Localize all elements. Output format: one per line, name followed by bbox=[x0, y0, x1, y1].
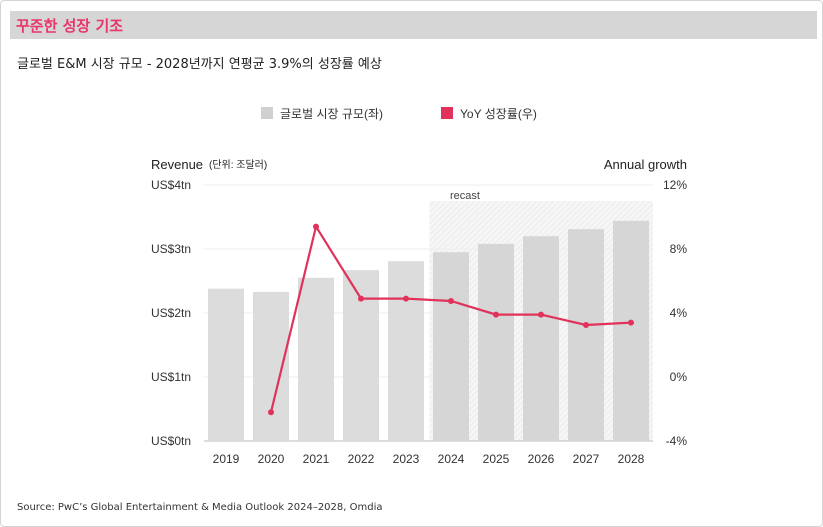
x-tick-label: 2021 bbox=[303, 452, 330, 466]
section-title: 꾸준한 성장 기조 bbox=[16, 17, 124, 35]
revenue-bar bbox=[523, 236, 559, 441]
legend-label-line: YoY 성장률(우) bbox=[460, 107, 537, 121]
x-tick-label: 2022 bbox=[348, 452, 375, 466]
yoy-growth-point bbox=[493, 311, 499, 318]
left-tick-label: US$0tn bbox=[151, 434, 191, 448]
right-tick-label: 0% bbox=[670, 370, 688, 384]
left-tick-label: US$3tn bbox=[151, 242, 191, 256]
revenue-bar bbox=[433, 252, 469, 441]
legend-swatch-line bbox=[441, 107, 453, 119]
left-tick-label: US$2tn bbox=[151, 306, 191, 320]
revenue-bar bbox=[298, 277, 334, 441]
revenue-bar bbox=[388, 261, 424, 441]
revenue-bar bbox=[613, 220, 649, 441]
yoy-growth-point bbox=[313, 223, 319, 230]
legend-swatch-bar bbox=[261, 107, 273, 119]
yoy-growth-point bbox=[583, 322, 589, 328]
x-tick-label: 2026 bbox=[528, 452, 555, 466]
right-tick-label: 12% bbox=[663, 178, 687, 192]
yoy-growth-point bbox=[538, 311, 544, 318]
x-tick-label: 2027 bbox=[573, 452, 600, 466]
right-axis-title: Annual growth bbox=[604, 157, 687, 172]
right-tick-label: -4% bbox=[666, 434, 688, 448]
left-axis-title: Revenue bbox=[151, 157, 203, 172]
left-tick-label: US$1tn bbox=[151, 370, 191, 384]
right-tick-label: 4% bbox=[670, 306, 688, 320]
revenue-bar bbox=[253, 291, 289, 441]
x-tick-label: 2019 bbox=[213, 452, 240, 466]
yoy-growth-point bbox=[448, 298, 454, 304]
x-tick-label: 2020 bbox=[258, 452, 285, 466]
x-tick-label: 2024 bbox=[438, 452, 465, 466]
revenue-bar bbox=[478, 243, 514, 441]
chart-subtitle: 글로벌 E&M 시장 규모 - 2028년까지 연평균 3.9%의 성장률 예상 bbox=[17, 57, 382, 72]
combo-chart: US$0tn -4% US$1tn 0% US$2tn 4% US$3tn 8% US$4tn 1… bbox=[151, 107, 688, 466]
section-banner: 꾸준한 성장 기조 bbox=[10, 11, 817, 39]
legend: 글로벌 시장 규모(좌) YoY 성장률(우) bbox=[261, 107, 537, 121]
x-tick-label: 2023 bbox=[393, 452, 420, 466]
yoy-growth-point bbox=[628, 319, 634, 326]
yoy-growth-point bbox=[358, 295, 364, 302]
x-tick-label: 2028 bbox=[618, 452, 645, 466]
x-tick-label: 2025 bbox=[483, 452, 510, 466]
recast-annotation: recast bbox=[450, 190, 480, 202]
revenue-bar bbox=[208, 288, 244, 441]
legend-label-bar: 글로벌 시장 규모(좌) bbox=[280, 107, 383, 121]
revenue-bar bbox=[568, 229, 604, 441]
source-note: Source: PwC’s Global Entertainment & Med… bbox=[17, 502, 383, 513]
yoy-growth-point bbox=[403, 295, 409, 302]
yoy-growth-point bbox=[268, 409, 274, 416]
right-tick-label: 8% bbox=[670, 242, 688, 256]
left-axis-unit: (단위: 조달러) bbox=[209, 158, 267, 171]
left-tick-label: US$4tn bbox=[151, 178, 191, 192]
